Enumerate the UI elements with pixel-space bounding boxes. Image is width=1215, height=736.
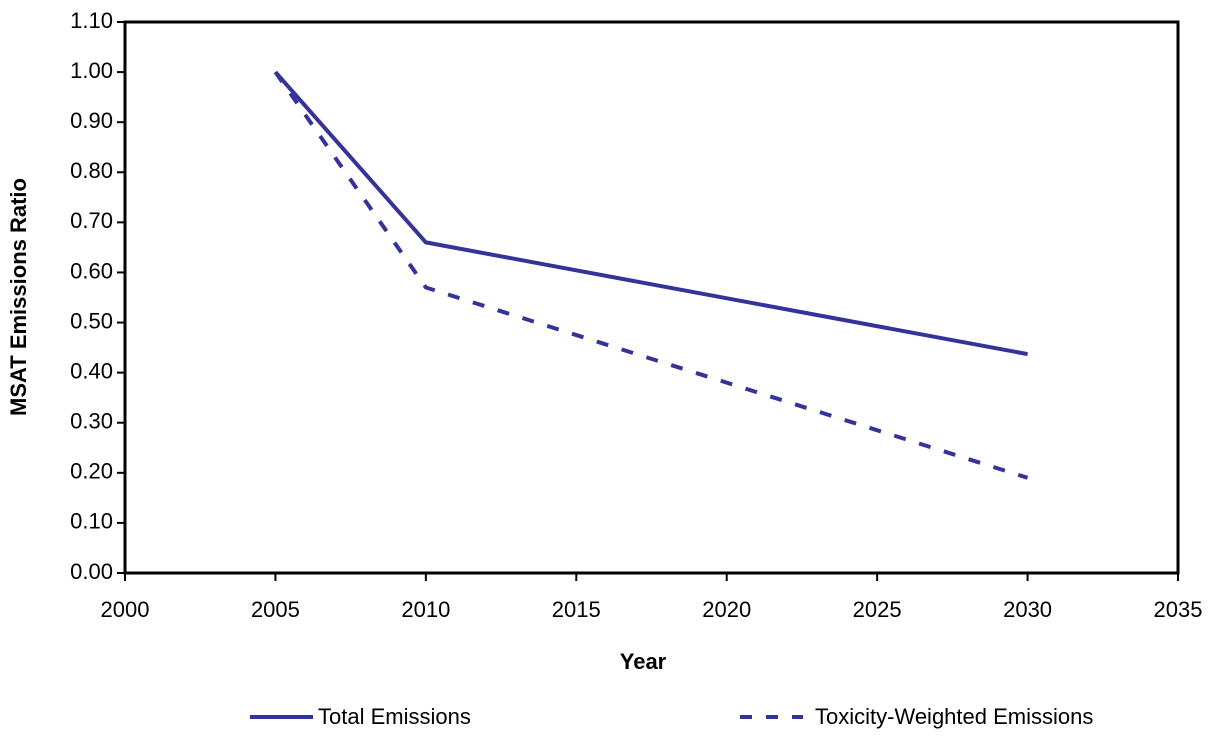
series-line — [273, 70, 1028, 357]
y-tick-label: 0.20 — [70, 459, 113, 484]
series-line — [273, 70, 1029, 480]
legend-label: Total Emissions — [318, 704, 471, 729]
y-tick-label: 0.60 — [70, 258, 113, 283]
x-tick-label: 2010 — [401, 597, 450, 622]
x-tick-label: 2005 — [251, 597, 300, 622]
y-tick-label: 0.30 — [70, 409, 113, 434]
x-tick-label: 2015 — [552, 597, 601, 622]
y-tick-label: 0.00 — [70, 559, 113, 584]
x-tick-label: 2030 — [1003, 597, 1052, 622]
y-tick-label: 0.10 — [70, 509, 113, 534]
y-tick-label: 0.50 — [70, 308, 113, 333]
y-tick-label: 0.90 — [70, 108, 113, 133]
y-tick-label: 1.10 — [70, 8, 113, 33]
legend-label: Toxicity-Weighted Emissions — [815, 704, 1093, 729]
y-axis-label: MSAT Emissions Ratio — [6, 178, 31, 416]
y-tick-label: 0.40 — [70, 358, 113, 383]
x-tick-label: 2035 — [1154, 597, 1203, 622]
y-tick-label: 0.70 — [70, 208, 113, 233]
x-tick-label: 2025 — [853, 597, 902, 622]
x-tick-label: 2000 — [101, 597, 150, 622]
plot-area — [123, 20, 1180, 575]
y-tick-label: 0.80 — [70, 158, 113, 183]
x-axis-label: Year — [620, 649, 667, 674]
y-tick-label: 1.00 — [70, 58, 113, 83]
x-tick-label: 2020 — [702, 597, 751, 622]
